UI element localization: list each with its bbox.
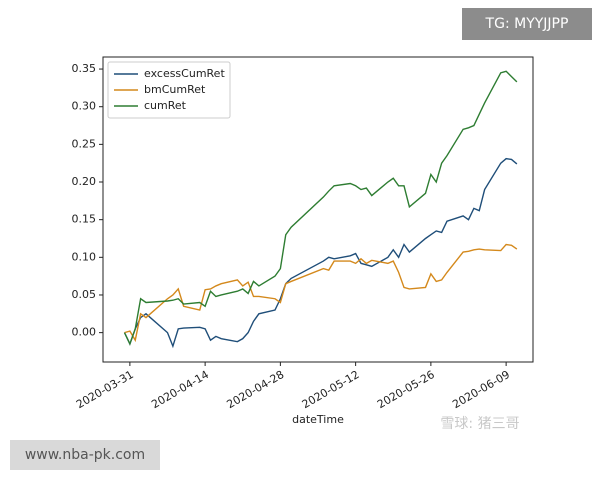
x-tick-label: 2020-06-09: [450, 368, 512, 411]
x-tick-label: 2020-05-26: [375, 368, 437, 411]
y-tick-label: 0.35: [72, 62, 97, 75]
legend-label: excessCumRet: [144, 67, 225, 80]
y-tick-label: 0.20: [72, 175, 97, 188]
x-tick-label: 2020-04-28: [225, 368, 287, 411]
watermark: 雪球: 猪三哥: [440, 416, 519, 432]
legend-label: bmCumRet: [144, 83, 206, 96]
series-line: [123, 70, 518, 346]
legend-label: cumRet: [144, 99, 187, 112]
watermark-box: [462, 8, 592, 40]
x-tick-label: 2020-05-12: [300, 368, 362, 411]
x-tick-label: 2020-04-14: [149, 368, 211, 411]
plot-frame: [102, 56, 534, 363]
x-tick-label: 2020-03-31: [74, 368, 136, 411]
watermark: TG: MYYJJPP: [485, 16, 569, 32]
y-tick-label: 0.15: [72, 213, 97, 226]
x-axis-label: dateTime: [292, 413, 344, 426]
y-tick-label: 0.25: [72, 137, 97, 150]
y-tick-label: 0.05: [72, 288, 97, 301]
y-tick-label: 0.10: [72, 250, 97, 263]
legend-box: [107, 61, 231, 119]
y-tick-label: 0.00: [72, 326, 97, 339]
series-line: [124, 243, 518, 343]
watermark-box: [10, 440, 160, 470]
watermarks: TG: MYYJJPP www.nba-pk.com 雪球: 猪三哥: [10, 8, 592, 470]
watermark: www.nba-pk.com: [25, 447, 145, 463]
y-tick-label: 0.30: [72, 100, 97, 113]
series-line: [123, 157, 518, 349]
